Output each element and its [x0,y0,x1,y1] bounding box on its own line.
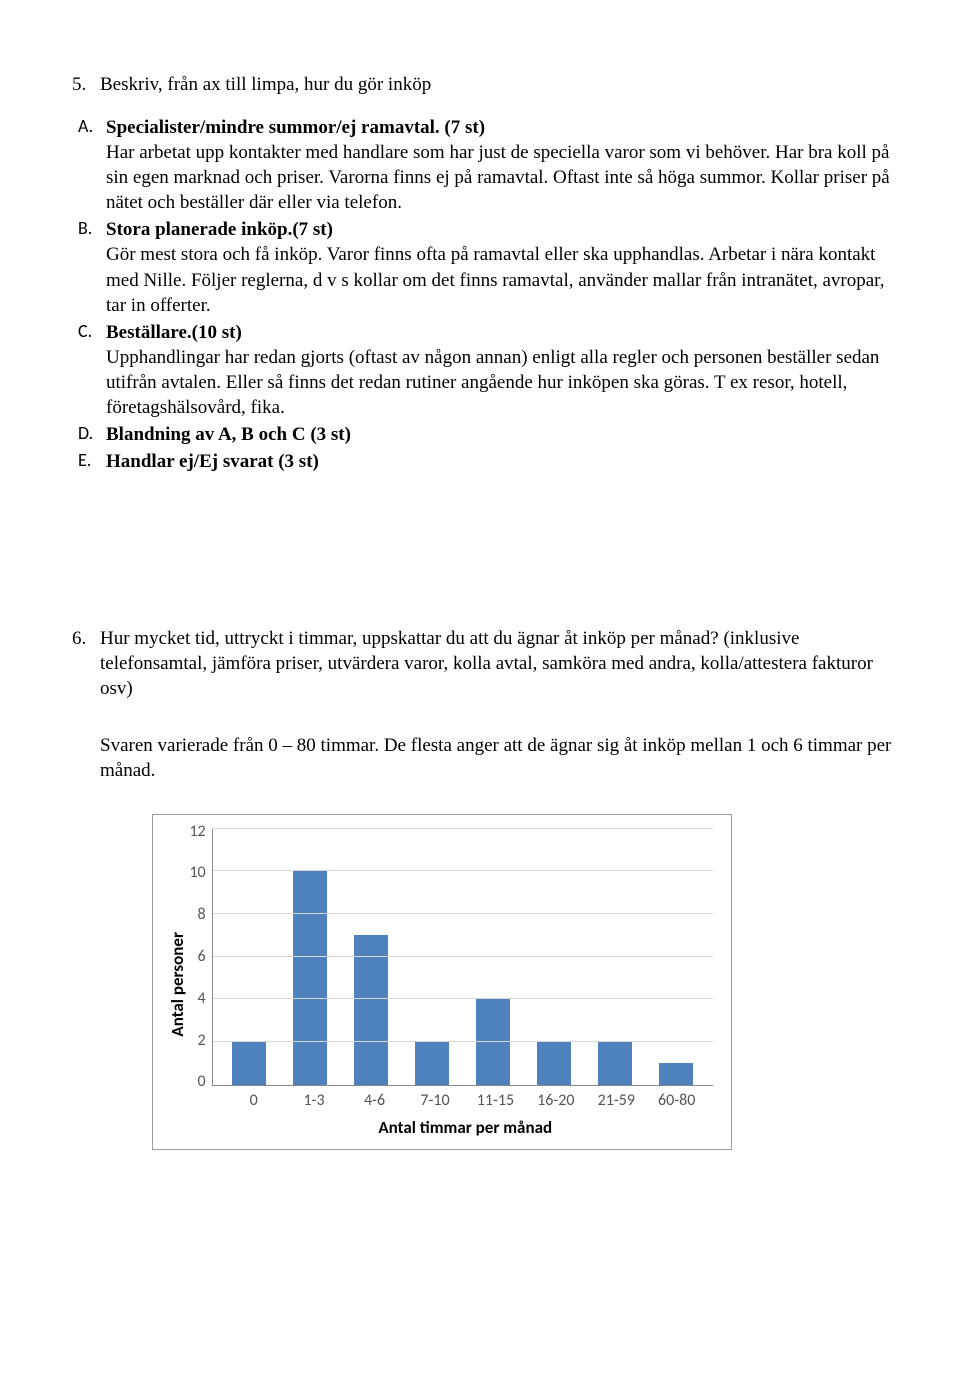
item-letter-b: B. [78,217,106,317]
q6-line1: Hur mycket tid, uttryckt i timmar, uppsk… [100,628,719,649]
y-tick-label: 4 [198,988,206,1009]
item-letter-d: D. [78,422,106,447]
y-tick-label: 12 [189,821,205,842]
spacer [72,476,896,626]
y-axis-label: Antal personer [163,932,189,1037]
chart-inner: Antal personer 121086420 01-34-67-1011-1… [163,829,713,1140]
bar [232,1042,266,1085]
list-item: C. Beställare.(10 st) Upphandlingar har … [78,320,896,420]
bar [293,871,327,1084]
list-item: D. Blandning av A, B och C (3 st) [78,422,896,447]
x-tick-label: 16-20 [532,1090,580,1111]
item-text: Upphandlingar har redan gjorts (oftast a… [106,347,879,418]
q5-answer-list: A. Specialister/mindre summor/ej ramavta… [78,115,896,474]
x-ticks: 0 1-3 4-6 7-10 11-15 16-20 21-59 60-80 [217,1086,713,1111]
x-tick-label: 7-10 [411,1090,459,1111]
y-tick-label: 2 [198,1030,206,1051]
item-heading: Beställare.(10 st) [106,322,242,343]
bar [598,1042,632,1085]
x-tick-label: 1-3 [290,1090,338,1111]
question-5-header: 5. Beskriv, från ax till limpa, hur du g… [72,72,896,97]
x-tick-label: 21-59 [592,1090,640,1111]
item-body: Handlar ej/Ej svarat (3 st) [106,449,896,474]
bar [354,935,388,1084]
item-heading: Blandning av A, B och C (3 st) [106,424,351,445]
item-text: Gör mest stora och få inköp. Varor finns… [106,244,884,315]
gridline [213,998,713,999]
chart-container: Antal personer 12 10 8 6 4 2 0 0 1-3 4-6 7-10 11-1… [152,814,732,1151]
bar [537,1042,571,1085]
bar [415,1042,449,1085]
y-tick-label: 8 [198,904,206,925]
q5-number: 5. [72,72,100,97]
item-heading: Stora planerade inköp.(7 st) [106,219,333,240]
item-body: Specialister/mindre summor/ej ramavtal. … [106,115,896,215]
plot-column: 121086420 01-34-67-1011-1516-2021-5960-8… [189,829,713,1140]
bar [659,1063,693,1084]
item-letter-a: A. [78,115,106,215]
q6-answer: Svaren varierade från 0 – 80 timmar. De … [100,733,896,783]
item-heading: Specialister/mindre summor/ej ramavtal. … [106,117,485,138]
gridline [213,870,713,871]
x-tick-label: 11-15 [471,1090,519,1111]
list-item: E. Handlar ej/Ej svarat (3 st) [78,449,896,474]
item-body: Stora planerade inköp.(7 st) Gör mest st… [106,217,896,317]
item-letter-c: C. [78,320,106,420]
x-tick-label: 4-6 [351,1090,399,1111]
list-item: A. Specialister/mindre summor/ej ramavta… [78,115,896,215]
question-6-block: 6. Hur mycket tid, uttryckt i timmar, up… [100,626,896,701]
y-ticks: 12 10 8 6 4 2 0 [189,821,211,1093]
y-tick-label: 10 [189,862,205,883]
plot-row: 121086420 [189,829,713,1086]
item-text: Har arbetat upp kontakter med handlare s… [106,142,890,213]
item-body: Beställare.(10 st) Upphandlingar har red… [106,320,896,420]
item-body: Blandning av A, B och C (3 st) [106,422,896,447]
gridline [213,1041,713,1042]
x-tick-label: 0 [230,1090,278,1111]
q5-title: Beskriv, från ax till limpa, hur du gör … [100,72,431,97]
x-tick-label: 60-80 [653,1090,701,1111]
q6-header: 6. Hur mycket tid, uttryckt i timmar, up… [100,626,896,701]
bars-group [213,829,713,1085]
item-letter-e: E. [78,449,106,474]
y-tick-label: 0 [198,1071,206,1092]
y-tick-label: 6 [198,946,206,967]
gridline [213,828,713,829]
item-heading: Handlar ej/Ej svarat (3 st) [106,451,319,472]
gridline [213,956,713,957]
q6-text: Hur mycket tid, uttryckt i timmar, uppsk… [100,626,896,701]
x-axis-label: Antal timmar per månad [217,1117,713,1139]
plot-area [212,829,713,1086]
gridline [213,913,713,914]
q6-number: 6. [72,626,100,701]
list-item: B. Stora planerade inköp.(7 st) Gör mest… [78,217,896,317]
